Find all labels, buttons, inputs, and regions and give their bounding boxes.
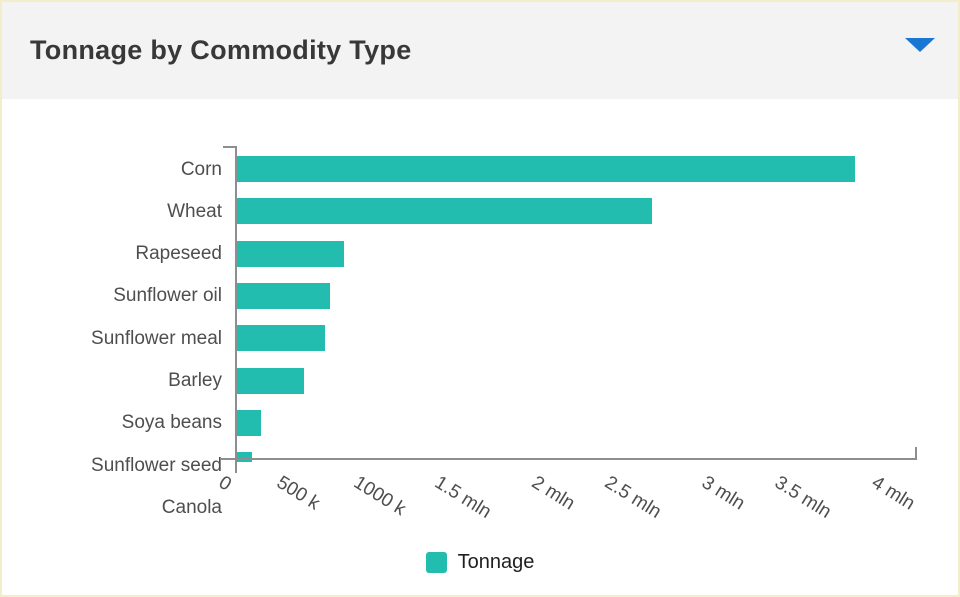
- x-tick-label: 2.5 mln: [600, 472, 665, 523]
- plot-area: [237, 142, 919, 462]
- bar-corn[interactable]: [237, 156, 855, 182]
- chart-area: Corn Wheat Rapeseed Sunflower oil Sunflower …: [2, 99, 958, 595]
- x-tick-label: 3 mln: [697, 472, 749, 515]
- x-tick-label: 500 k: [272, 472, 324, 515]
- collapse-toggle-button[interactable]: [905, 36, 935, 54]
- x-tick-label: 1000 k: [349, 472, 410, 521]
- x-tick-label: 4 mln: [867, 472, 919, 515]
- x-axis-end-tick: [915, 447, 917, 460]
- x-tick-label: 1.5 mln: [430, 472, 495, 523]
- category-label: Wheat: [167, 200, 222, 222]
- x-tick-label: 3.5 mln: [770, 472, 835, 523]
- bar-sunflower-seed[interactable]: [237, 452, 252, 462]
- chevron-down-icon: [905, 38, 935, 52]
- bar-soya-beans[interactable]: [237, 409, 261, 436]
- legend: Tonnage: [2, 551, 958, 574]
- category-label: Sunflower oil: [113, 285, 222, 307]
- legend-item-tonnage[interactable]: Tonnage: [425, 551, 535, 574]
- x-tick-label: 2 mln: [527, 472, 579, 515]
- category-label: Sunflower seed: [91, 454, 222, 476]
- bar-sunflower-meal[interactable]: [237, 325, 325, 352]
- widget-header: Tonnage by Commodity Type: [2, 2, 958, 99]
- category-label: Canola: [161, 496, 222, 518]
- category-label: Corn: [180, 158, 222, 180]
- x-axis-line: [220, 458, 917, 460]
- category-axis-labels: Corn Wheat Rapeseed Sunflower oil Sunflower …: [2, 139, 222, 551]
- y-axis-top-tick: [223, 146, 237, 148]
- legend-swatch-icon: [425, 552, 447, 573]
- category-label: Barley: [168, 370, 222, 391]
- y-axis-line: [235, 147, 237, 473]
- bar-wheat[interactable]: [237, 198, 652, 225]
- bar-rapeseed[interactable]: [237, 240, 344, 267]
- category-label: Soya beans: [121, 412, 222, 434]
- widget-title: Tonnage by Commodity Type: [30, 35, 412, 65]
- bar-sunflower-oil[interactable]: [237, 282, 330, 309]
- category-label: Sunflower meal: [91, 327, 222, 349]
- category-label: Rapeseed: [135, 243, 222, 265]
- legend-label: Tonnage: [457, 551, 535, 573]
- bar-barley[interactable]: [237, 367, 304, 394]
